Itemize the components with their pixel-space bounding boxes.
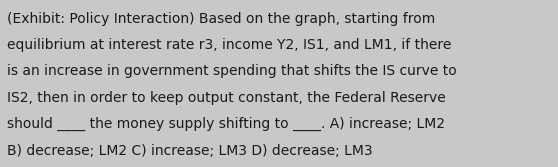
Text: is an increase in government spending that shifts the IS curve to: is an increase in government spending th… bbox=[7, 64, 457, 78]
Text: equilibrium at interest rate r3, income Y2, IS1, and LM1, if there: equilibrium at interest rate r3, income … bbox=[7, 38, 451, 52]
Text: should ____ the money supply shifting to ____. A) increase; LM2: should ____ the money supply shifting to… bbox=[7, 117, 445, 131]
Text: B) decrease; LM2 C) increase; LM3 D) decrease; LM3: B) decrease; LM2 C) increase; LM3 D) dec… bbox=[7, 144, 373, 158]
Text: IS2, then in order to keep output constant, the Federal Reserve: IS2, then in order to keep output consta… bbox=[7, 91, 446, 105]
Text: (Exhibit: Policy Interaction) Based on the graph, starting from: (Exhibit: Policy Interaction) Based on t… bbox=[7, 12, 435, 26]
